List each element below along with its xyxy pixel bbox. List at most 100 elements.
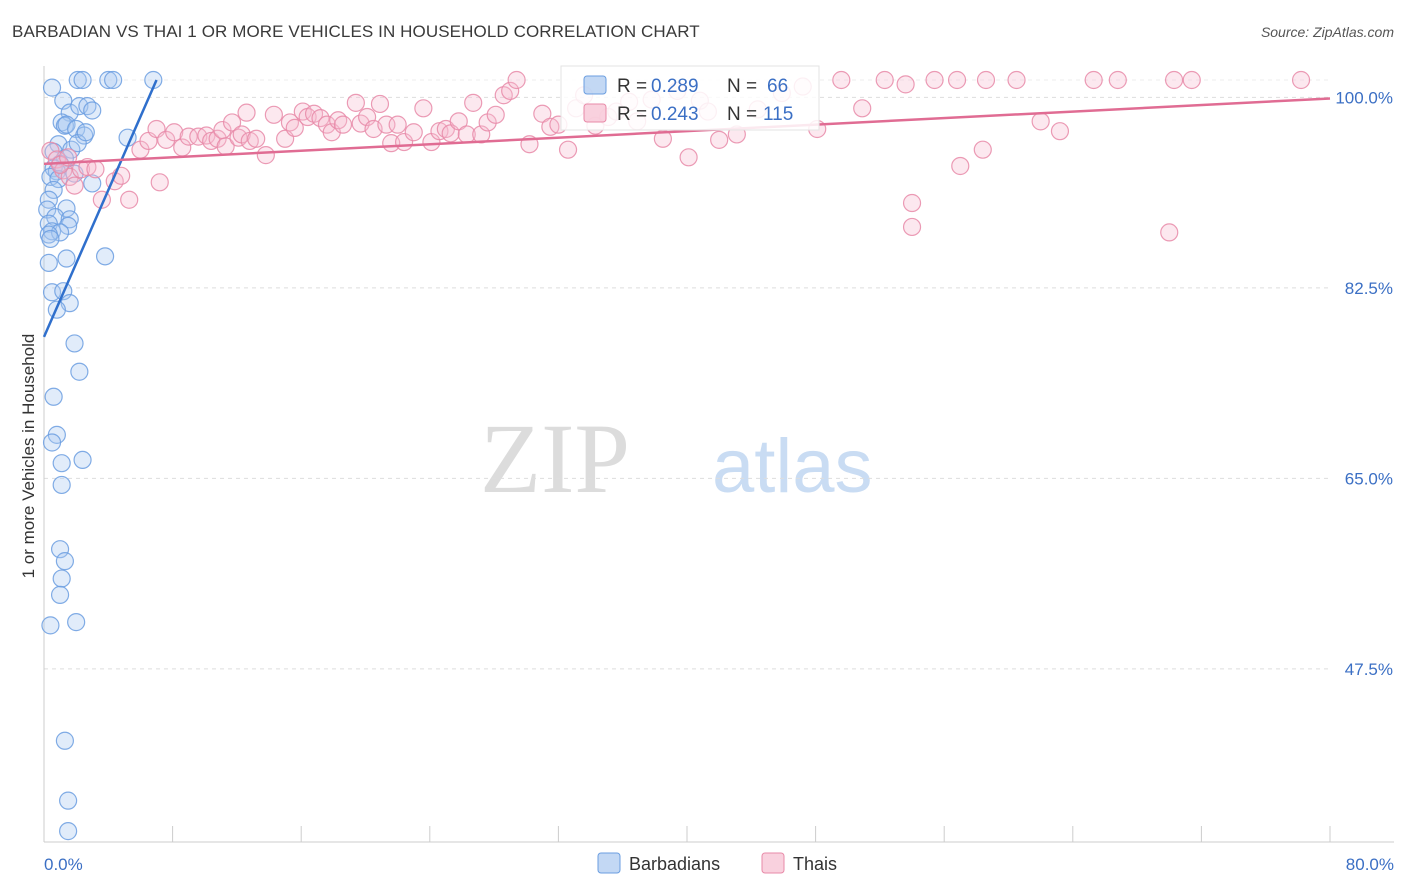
- trend-line-barbadians: [42, 79, 158, 338]
- point-barbadians-5: [104, 70, 123, 90]
- point-thais-69: [501, 81, 520, 100]
- point-barbadians-0: [42, 78, 62, 97]
- bottom-legend-label-barbadians: Barbadians: [629, 854, 720, 874]
- chart-title: BARBADIAN VS THAI 1 OR MORE VEHICLES IN …: [12, 22, 700, 41]
- legend-n-label-thais: N =: [727, 104, 757, 125]
- point-thais-19: [165, 123, 184, 142]
- point-barbadians-26: [49, 169, 68, 189]
- chart-source: Source: ZipAtlas.com: [1260, 24, 1394, 40]
- point-thais-99: [925, 70, 944, 90]
- point-thais-89: [710, 130, 729, 149]
- point-barbadians-60: [41, 616, 60, 635]
- point-thais-46: [333, 115, 353, 134]
- bottom-legend-swatch-thais: [761, 852, 785, 874]
- stats-legend: R = 0.289 N = 66 R = 0.243 N = 115: [560, 65, 820, 131]
- point-barbadians-64: [76, 123, 95, 142]
- point-thais-98: [896, 75, 915, 94]
- point-thais-9: [86, 160, 105, 179]
- point-thais-111: [902, 217, 922, 237]
- point-barbadians-13: [57, 115, 76, 134]
- point-thais-105: [1084, 70, 1103, 90]
- point-thais-21: [179, 127, 198, 146]
- point-thais-28: [222, 113, 242, 132]
- point-thais-75: [558, 140, 578, 159]
- point-barbadians-4: [99, 70, 118, 90]
- y-tick-label-0: 100.0%: [1335, 88, 1393, 107]
- trend-line-thais: [43, 97, 1331, 166]
- bottom-legend-label-thais: Thais: [793, 854, 837, 874]
- point-thais-108: [1182, 70, 1201, 90]
- legend-swatch-barbadians: [583, 75, 607, 95]
- series-legend: Barbadians Thais: [597, 852, 837, 874]
- watermark-zip: ZIP: [480, 403, 630, 514]
- point-thais-107: [1164, 70, 1184, 90]
- point-thais-95: [832, 70, 851, 90]
- point-thais-4: [65, 176, 84, 195]
- legend-n-label-barbadians: N =: [727, 76, 757, 97]
- point-thais-38: [285, 118, 304, 137]
- point-thais-67: [486, 105, 505, 124]
- point-barbadians-53: [52, 454, 71, 473]
- legend-swatch-thais: [583, 103, 607, 123]
- legend-r-label-thais: R =: [617, 104, 647, 125]
- point-barbadians-52: [73, 450, 92, 470]
- y-tick-label-2: 65.0%: [1345, 469, 1393, 488]
- point-thais-39: [293, 102, 312, 121]
- point-thais-110: [902, 193, 922, 213]
- point-thais-96: [853, 99, 872, 118]
- point-barbadians-63: [59, 822, 78, 841]
- x-tick-label-1: 80.0%: [1346, 855, 1394, 874]
- point-thais-64: [464, 93, 483, 112]
- point-barbadians-59: [67, 613, 86, 632]
- point-thais-86: [679, 148, 698, 167]
- legend-n-value-barbadians: 66: [767, 76, 788, 97]
- point-barbadians-55: [50, 540, 70, 559]
- point-barbadians-42: [39, 253, 58, 272]
- point-thais-56: [404, 123, 423, 142]
- legend-r-value-thais: 0.243: [651, 104, 699, 125]
- point-barbadians-3: [73, 70, 92, 90]
- point-thais-37: [280, 113, 300, 132]
- point-thais-51: [370, 94, 390, 114]
- point-thais-62: [449, 112, 468, 131]
- tick-labels: 100.0% 82.5% 65.0% 47.5% 0.0% 80.0%: [44, 88, 1394, 874]
- point-thais-23: [197, 126, 216, 145]
- legend-n-value-thais: 115: [763, 104, 793, 125]
- point-barbadians-58: [50, 585, 70, 604]
- point-thais-42: [311, 108, 330, 128]
- point-thais-114: [1160, 223, 1179, 242]
- point-barbadians-33: [60, 210, 79, 229]
- point-thais-101: [976, 70, 996, 90]
- point-barbadians-54: [52, 475, 71, 495]
- data-points: [38, 70, 1311, 841]
- y-tick-label-3: 47.5%: [1345, 660, 1393, 679]
- point-barbadians-27: [83, 174, 102, 193]
- point-barbadians-28: [44, 180, 63, 200]
- point-thais-97: [875, 70, 894, 90]
- point-barbadians-10: [83, 101, 102, 120]
- point-barbadians-62: [59, 791, 78, 810]
- point-barbadians-57: [52, 569, 71, 588]
- point-barbadians-41: [57, 249, 76, 268]
- watermark-atlas: atlas: [712, 424, 873, 509]
- point-thais-33: [247, 129, 266, 148]
- bottom-legend-swatch-barbadians: [597, 852, 621, 874]
- point-barbadians-49: [44, 387, 63, 406]
- point-thais-57: [414, 99, 433, 118]
- gridlines: [44, 79, 1330, 670]
- point-thais-72: [533, 104, 552, 123]
- point-barbadians-40: [95, 247, 115, 266]
- point-barbadians-37: [50, 223, 70, 242]
- x-tick-label-0: 0.0%: [44, 855, 83, 874]
- legend-r-label-barbadians: R =: [617, 76, 647, 97]
- point-thais-35: [264, 105, 283, 124]
- point-thais-31: [237, 103, 256, 122]
- point-thais-29: [229, 128, 248, 147]
- y-axis-label: 1 or more Vehicles in Household: [19, 334, 38, 579]
- point-barbadians-56: [55, 552, 74, 571]
- point-thais-47: [346, 93, 365, 112]
- point-thais-70: [507, 70, 526, 90]
- point-thais-100: [947, 70, 967, 90]
- point-thais-112: [951, 156, 970, 176]
